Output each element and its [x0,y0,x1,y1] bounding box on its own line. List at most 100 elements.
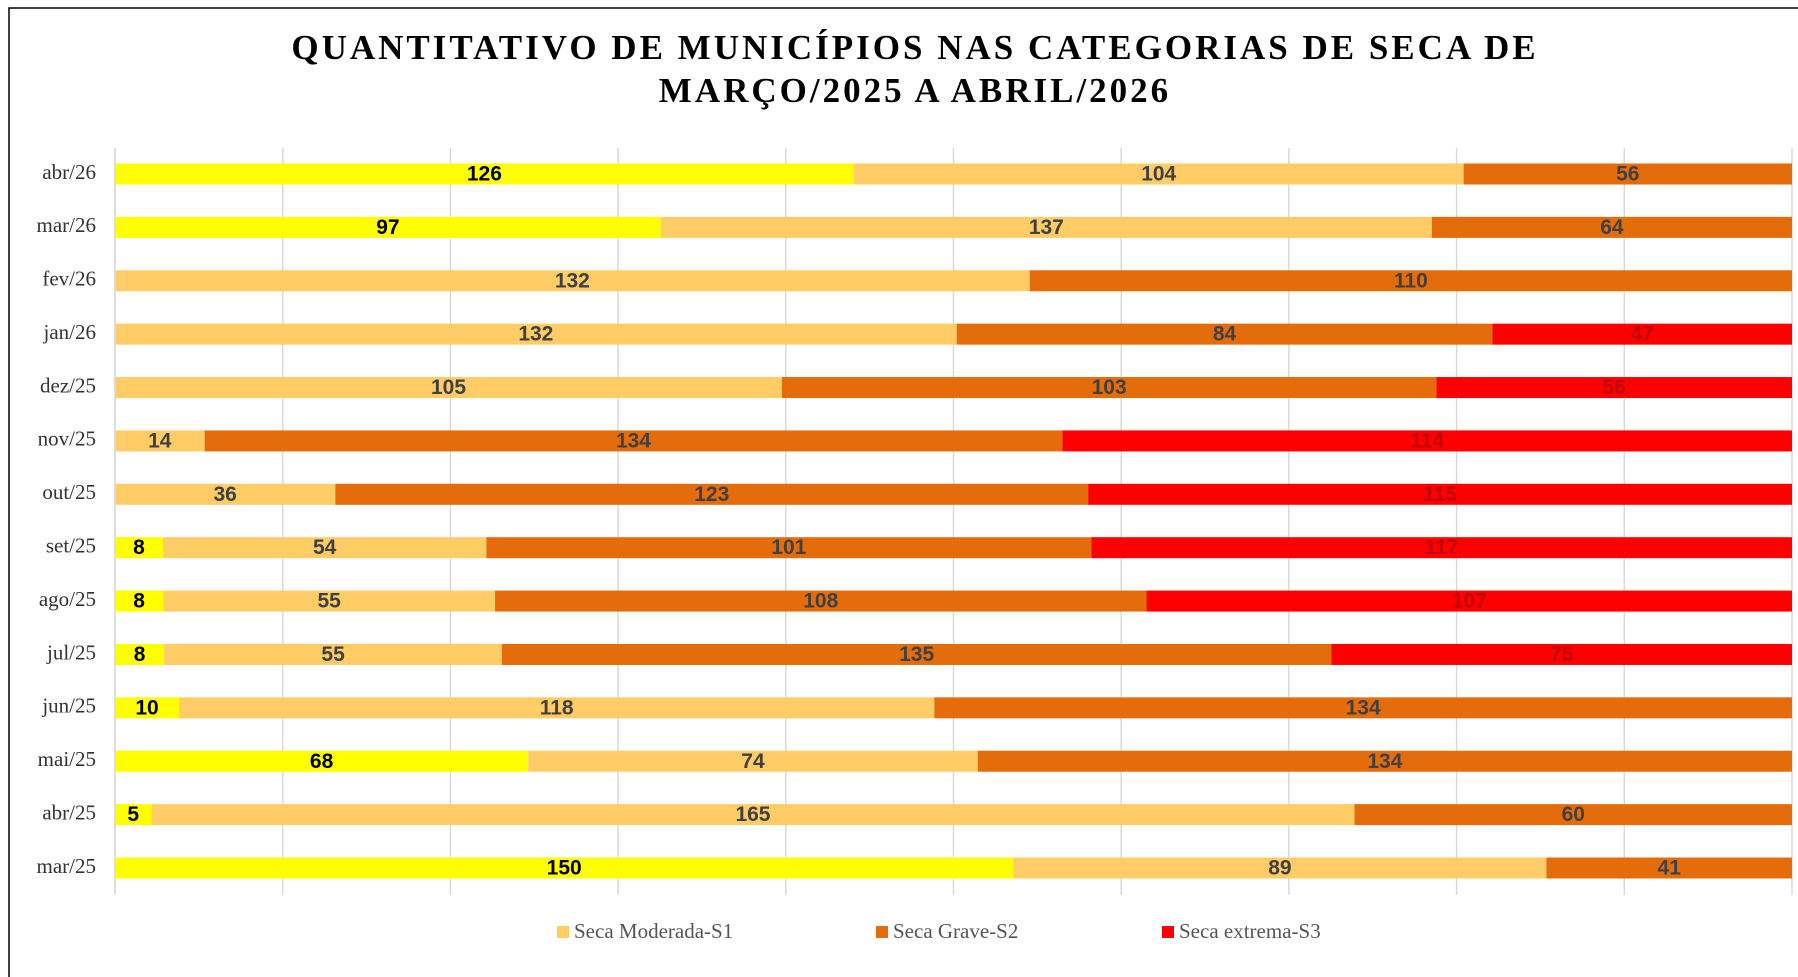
bar-segment [1091,537,1792,559]
bar-segment [1062,430,1792,452]
data-label: 41 [1658,857,1682,880]
bar-segment [660,216,1432,238]
legend-swatch [876,926,888,938]
data-label: 105 [431,376,466,399]
bar-segment [1492,323,1792,345]
data-label: 56 [1602,376,1625,399]
y-tick-label: jun/25 [41,694,96,718]
data-label: 97 [376,216,399,239]
bar-segment [115,483,336,505]
data-label: 5 [127,803,139,826]
data-label: 103 [1092,376,1127,399]
bar-segment [1436,377,1792,399]
chart-title: QUANTITATIVO DE MUNICÍPIOS NAS CATEGORIA… [291,28,1538,67]
data-label: 134 [1367,750,1402,773]
data-label: 56 [1616,163,1639,186]
data-label: 68 [310,750,334,773]
y-tick-label: dez/25 [40,373,96,397]
y-tick-label: mar/25 [37,854,96,878]
legend-swatch [1162,926,1174,938]
data-label: 114 [1410,429,1444,452]
bar-segment [115,804,152,826]
bar-segment [486,537,1092,559]
bar-segment [115,163,854,185]
data-label: 134 [1346,696,1381,719]
y-tick-label: out/25 [42,480,96,504]
bar-segment [115,537,163,559]
bar-segment [115,643,165,665]
bar-segment [934,697,1792,719]
data-label: 8 [133,536,145,559]
bar-segment [1354,804,1792,826]
data-label: 10 [135,696,158,719]
bar-segment [115,216,661,238]
bar-segment [956,323,1493,345]
bar-segment [1463,163,1792,185]
bar-segment [204,430,1063,452]
data-label: 89 [1268,857,1291,880]
bar-segment [115,323,957,345]
data-label: 36 [213,483,236,506]
y-tick-label: nov/25 [38,427,96,451]
bar-segment [115,270,1030,292]
data-label: 84 [1213,323,1237,346]
data-label: 110 [1394,269,1428,292]
bar-segment [1431,216,1792,238]
data-label: 134 [616,429,651,452]
y-tick-label: abr/26 [42,160,96,184]
data-label: 123 [694,483,729,506]
bar-segment [1146,590,1792,612]
data-label: 64 [1600,216,1624,239]
bar-segment [1331,643,1792,665]
data-label: 118 [540,696,574,719]
legend-swatch [557,926,569,938]
y-tick-label: mar/26 [37,213,96,237]
bar-segment [977,750,1792,772]
y-tick-label: jul/25 [46,640,96,664]
bar-segment [1088,483,1792,505]
data-label: 150 [547,857,582,880]
y-tick-label: jan/26 [43,320,97,344]
data-label: 55 [317,590,341,613]
legend-label: Seca extrema-S3 [1179,919,1321,943]
bar-segment [495,590,1147,612]
bar-segment [115,750,529,772]
data-label: 107 [1452,590,1487,613]
bar-segment [179,697,935,719]
chart-frame [8,7,1798,977]
data-label: 55 [321,643,345,666]
y-tick-label: mai/25 [38,747,96,771]
bar-segment [162,537,487,559]
data-label: 8 [134,643,146,666]
data-label: 60 [1562,803,1585,826]
bar-segment [115,857,1014,879]
bar-segment [335,483,1089,505]
data-label: 165 [735,803,770,826]
data-label: 104 [1141,163,1176,186]
y-tick-label: abr/25 [42,800,96,824]
bar-segment [151,804,1355,826]
data-label: 126 [467,163,502,186]
bar-segment [1013,857,1547,879]
chart-subtitle: MARÇO/2025 A ABRIL/2026 [659,71,1171,110]
legend-label: Seca Moderada-S1 [574,919,733,943]
bar-segment [502,643,1332,665]
data-label: 132 [555,269,590,292]
bar-segment [115,697,180,719]
data-label: 8 [133,590,145,613]
bar-segment [164,643,502,665]
bar-segment [115,377,782,399]
bar-segment [853,163,1464,185]
bar-segment [115,430,205,452]
data-label: 47 [1630,323,1653,346]
data-label: 74 [741,750,765,773]
y-tick-label: fev/26 [42,267,96,291]
bar-segment [528,750,978,772]
data-label: 101 [771,536,806,559]
data-label: 54 [313,536,337,559]
bar-segment [115,590,164,612]
bar-segment [1029,270,1792,292]
bar-segment [1546,857,1792,879]
data-label: 135 [899,643,934,666]
